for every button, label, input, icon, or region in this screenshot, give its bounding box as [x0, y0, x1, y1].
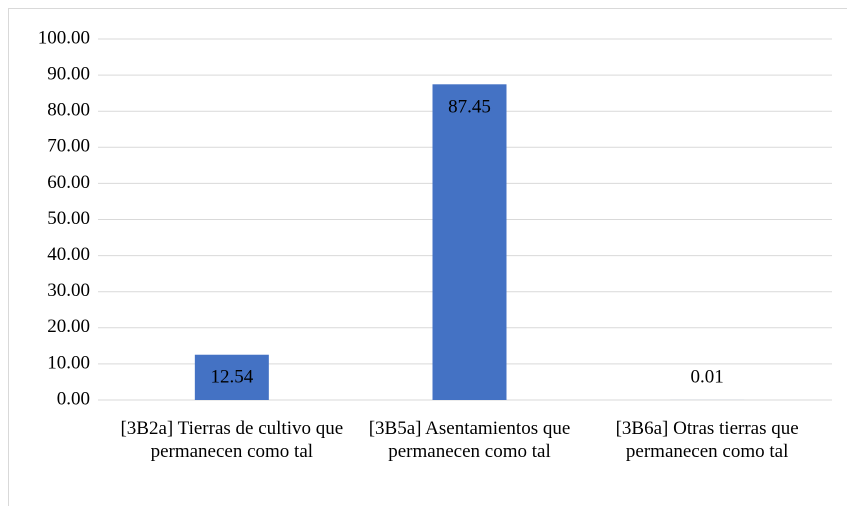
- y-tick-label: 0.00: [57, 388, 90, 409]
- bar: [432, 84, 507, 401]
- chart-border: [8, 8, 847, 506]
- y-tick-label: 20.00: [47, 316, 90, 337]
- y-tick-label: 70.00: [47, 136, 90, 157]
- data-label: 0.01: [691, 366, 724, 387]
- y-tick-label: 50.00: [47, 208, 90, 229]
- data-label: 87.45: [448, 97, 491, 118]
- y-tick-label: 30.00: [47, 280, 90, 301]
- x-tick-label: [3B2a] Tierras de cultivo que permanecen…: [120, 418, 344, 462]
- data-label: 12.54: [210, 366, 253, 387]
- y-tick-label: 10.00: [47, 352, 90, 373]
- y-tick-label: 40.00: [47, 244, 90, 265]
- x-tick-label: [3B6a] Otras tierras que permanecen como…: [615, 418, 799, 462]
- y-tick-label: 80.00: [47, 100, 90, 121]
- bar: [194, 354, 269, 400]
- y-tick-label: 60.00: [47, 172, 90, 193]
- x-tick-label: [3B5a] Asentamientos que permanecen como…: [368, 418, 571, 462]
- y-tick-label: 90.00: [47, 63, 90, 84]
- y-tick-label: 100.00: [38, 27, 90, 48]
